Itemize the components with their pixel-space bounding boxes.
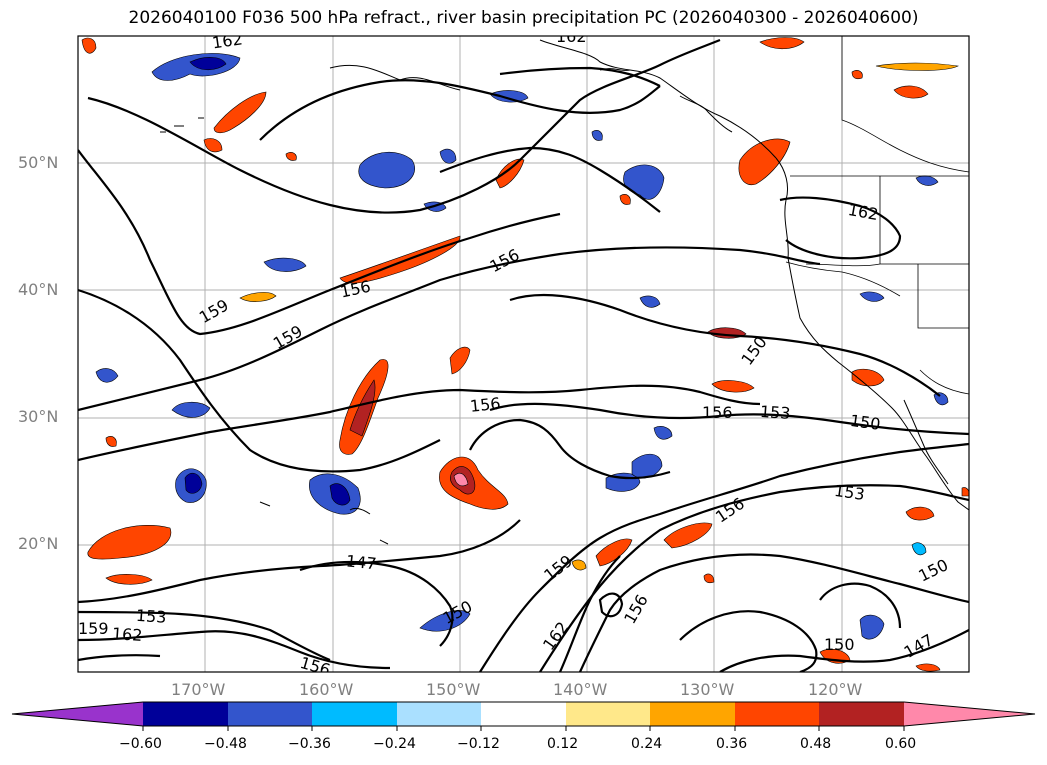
colorbar-tick-label: −0.24 [373,736,416,752]
colorbar-segment [397,702,481,726]
map-frame [77,35,970,673]
patch-positive [915,663,941,672]
patch-negative [639,295,661,308]
colorbar-tick-label: −0.12 [457,736,500,752]
contour-label: 153 [833,481,866,504]
patch-positive [213,91,267,134]
colorbar-tick-label: 0.24 [631,736,663,752]
patch-positive [738,138,791,186]
patch-positive [203,138,223,153]
patch-positive [105,436,117,447]
patch-positive [905,506,935,521]
contour-label: 162 [111,624,143,645]
colorbar-tick-label: −0.48 [204,736,247,752]
patch-negative [263,257,307,272]
contour-label: 150 [849,411,882,434]
patch-positive [595,538,633,567]
patch-positive [449,346,471,375]
patch-negative [933,392,949,406]
colorbar-segment [819,702,904,726]
colorbar-tick-label: 0.36 [716,736,748,752]
colorbar-tick-label: 0.48 [800,736,832,752]
patch-positive [875,62,959,71]
colorbar-extend-low [12,702,143,726]
patch-positive [663,522,713,549]
patch-positive [239,292,277,302]
contour-label: 162 [211,29,244,52]
lon-label: 130°W [680,680,735,699]
patch-positive [961,487,969,497]
patch-negative [95,368,119,383]
colorbar-segment [650,702,735,726]
contour-label: 156 [469,394,501,416]
patch-negative [439,148,457,164]
lon-label: 120°W [808,680,863,699]
contour-label: 153 [759,402,791,423]
patch-negative [911,542,927,556]
patch-positive [571,559,587,571]
lon-label: 150°W [426,680,481,699]
refractivity-contours [78,38,969,672]
patch-negative [329,483,351,506]
colorbar-tick-label: −0.36 [288,736,331,752]
contour-label: 162 [556,27,587,46]
patch-positive [87,525,172,560]
patch-negative [358,152,415,189]
colorbar-segment [228,702,312,726]
colorbar-tick-label: −0.60 [119,736,162,752]
patch-positive [339,235,461,284]
gridlines [78,36,969,672]
colorbar-extend-high [904,702,1035,726]
patch-negative [859,614,885,640]
patch-negative [419,610,471,632]
colorbar-segment [312,702,397,726]
colorbar-segment [735,702,819,726]
patch-positive [711,380,755,393]
patch-positive [893,85,929,99]
colorbar-tick-label: 0.60 [885,736,917,752]
colorbar-tick-label: 0.12 [547,736,579,752]
patch-negative [653,426,673,440]
lon-label: 160°W [299,680,354,699]
lat-label: 50°N [18,153,59,172]
patch-positive [851,368,885,387]
colorbar-segment [566,702,650,726]
lat-label: 30°N [18,407,59,426]
lat-label: 40°N [18,280,59,299]
patch-positive [453,472,469,487]
lon-label: 140°W [553,680,608,699]
patch-positive [703,573,715,584]
patch-negative [184,472,203,494]
patch-positive [619,194,631,205]
patch-negative [489,90,529,103]
patch-positive [81,37,97,54]
patch-negative [859,291,885,302]
patch-positive [349,379,376,437]
map-background [78,36,969,672]
colorbar [11,701,1036,731]
lat-label: 20°N [18,534,59,553]
patch-negative [591,130,603,141]
chart-title: 2026040100 F036 500 hPa refract., river … [128,8,919,28]
contour-label: 159 [78,619,109,638]
contour-label: 156 [702,403,733,422]
lon-label: 170°W [171,680,226,699]
patch-positive [759,37,805,50]
patch-positive [105,574,153,585]
patch-positive [285,152,297,161]
colorbar-segment [143,702,228,726]
contour-label: 150 [824,635,855,654]
contour-label: 147 [345,551,377,573]
patch-negative [189,57,227,71]
colorbar-segment [481,702,566,726]
patch-positive [495,158,525,189]
patch-negative [171,401,211,418]
patch-positive [851,70,863,80]
contour-label: 153 [135,606,167,627]
